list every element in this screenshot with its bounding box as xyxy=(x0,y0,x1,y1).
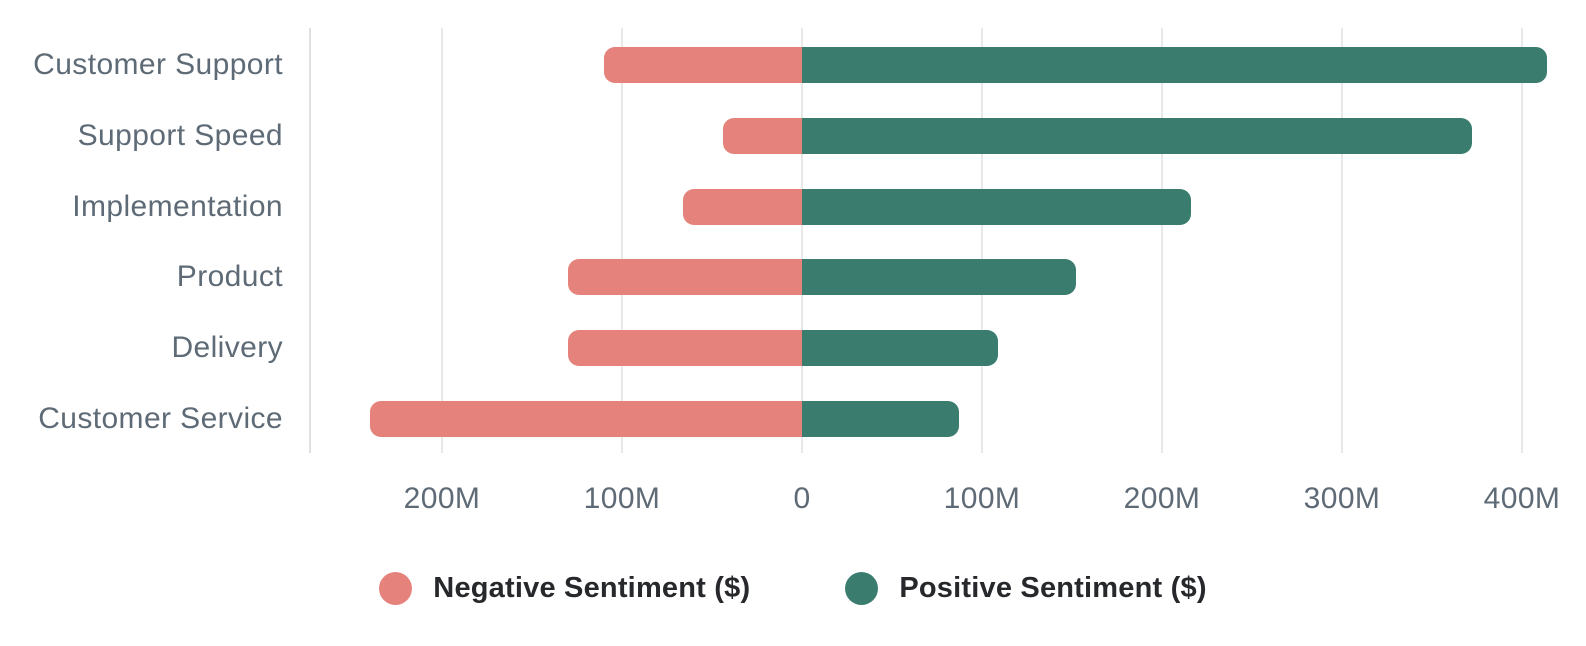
positive-bar-implementation[interactable] xyxy=(802,188,1191,225)
legend-item-negative-sentiment[interactable]: Negative Sentiment ($) xyxy=(379,572,750,605)
positive-bar-delivery[interactable] xyxy=(802,330,999,367)
gridline-200M xyxy=(441,28,443,453)
gridline-0 xyxy=(801,28,803,453)
positive-bar-customer-service[interactable] xyxy=(802,401,959,437)
negative-bar-implementation[interactable] xyxy=(683,188,802,225)
x-tick-label-100M: 100M xyxy=(943,482,1021,515)
x-tick-label-200M: 200M xyxy=(1123,482,1201,515)
x-tick-label-300M: 300M xyxy=(1303,482,1381,515)
category-label-customer-support: Customer Support xyxy=(33,48,283,81)
negative-bar-product[interactable] xyxy=(568,259,802,296)
gridline-200M xyxy=(1161,28,1163,453)
legend-label-negative-sentiment: Negative Sentiment ($) xyxy=(433,572,751,604)
legend-item-positive-sentiment[interactable]: Positive Sentiment ($) xyxy=(845,572,1206,605)
negative-sentiment-dot-icon xyxy=(379,572,413,605)
legend-label-positive-sentiment: Positive Sentiment ($) xyxy=(899,572,1207,604)
x-tick-label-400M: 400M xyxy=(1483,482,1561,515)
y-axis-line xyxy=(309,28,311,453)
gridline-100M xyxy=(621,28,623,453)
category-label-support-speed: Support Speed xyxy=(77,118,283,152)
x-tick-label-0: 0 xyxy=(793,482,811,515)
gridline-300M xyxy=(1341,28,1343,453)
negative-bar-customer-support[interactable] xyxy=(604,47,802,83)
category-label-customer-service: Customer Service xyxy=(38,402,283,435)
positive-bar-customer-support[interactable] xyxy=(802,47,1548,83)
positive-sentiment-dot-icon xyxy=(845,572,879,605)
positive-bar-product[interactable] xyxy=(802,259,1076,296)
category-label-product: Product xyxy=(176,260,283,294)
x-tick-label-200M: 200M xyxy=(403,482,481,515)
gridline-100M xyxy=(981,28,983,453)
legend: Negative Sentiment ($) Positive Sentimen… xyxy=(0,572,1586,605)
x-tick-label-100M: 100M xyxy=(583,482,661,515)
positive-bar-support-speed[interactable] xyxy=(802,117,1472,154)
negative-bar-support-speed[interactable] xyxy=(722,117,802,154)
negative-bar-delivery[interactable] xyxy=(568,330,802,367)
gridline-400M xyxy=(1521,28,1523,453)
category-label-implementation: Implementation xyxy=(72,189,283,223)
negative-bar-customer-service[interactable] xyxy=(370,401,802,437)
category-label-delivery: Delivery xyxy=(171,331,283,365)
